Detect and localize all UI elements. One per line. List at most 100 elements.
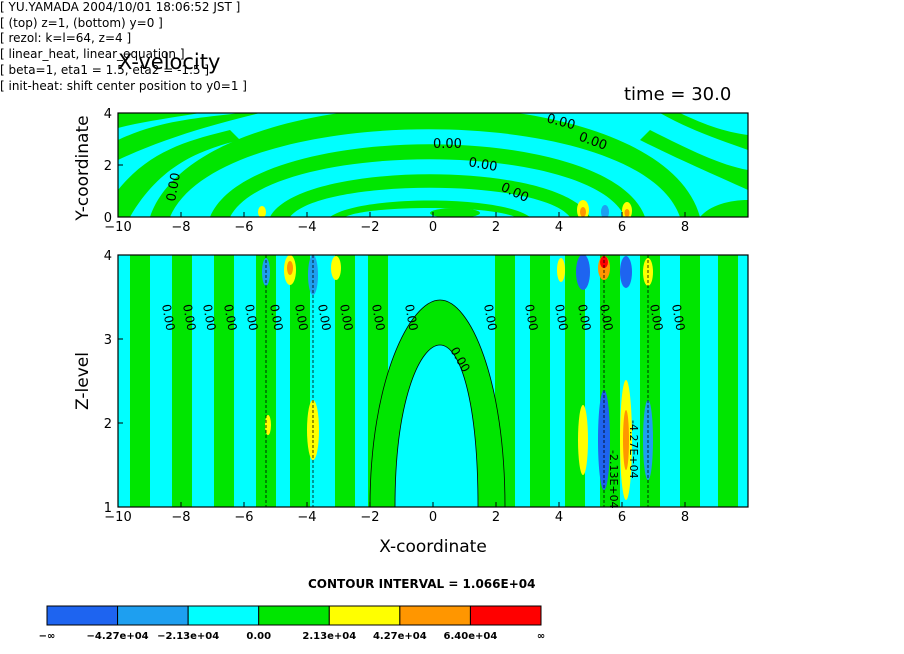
x-tick-label: 2 — [492, 510, 500, 525]
x-tick-label: −2 — [360, 510, 379, 525]
top-contour-label: 0.00 — [467, 155, 498, 175]
colorbar-swatch — [117, 605, 189, 626]
x-tick-label: −4 — [297, 220, 316, 235]
bottom-arch — [370, 300, 505, 507]
top-arch-band — [270, 174, 590, 217]
bottom-extra-label: -2.13E+04 — [607, 450, 620, 509]
colorbar-label: −4.27e+04 — [87, 631, 149, 642]
bottom-contour-label: 0.00 — [522, 303, 540, 332]
colorbar-swatch — [187, 605, 260, 626]
bottom-contour-line — [394, 344, 479, 507]
bottom-hotspot — [557, 258, 565, 282]
bottom-band — [335, 255, 355, 507]
top-arch-band — [150, 113, 700, 217]
time-label: time = 30.0 — [624, 84, 732, 105]
bottom-hotspot — [331, 256, 341, 280]
colorbar-swatch — [469, 605, 542, 626]
top-hotspot — [258, 206, 266, 217]
bottom-contour-label: 0.00 — [159, 303, 177, 332]
bottom-y-axis-label: Z-level — [73, 352, 93, 410]
bottom-contour-label: 0.00 — [552, 303, 570, 332]
top-contour-label: 0.00 — [164, 172, 184, 203]
x-tick-label: −10 — [104, 510, 131, 525]
bottom-contour-label: 0.00 — [242, 303, 260, 332]
bottom-contour-label: 0.00 — [481, 303, 499, 332]
bottom-band — [680, 255, 700, 507]
y-tick-label: 3 — [104, 333, 112, 348]
top-side-band — [118, 113, 200, 128]
bottom-hotspot — [578, 405, 588, 475]
bottom-contour-label: 0.00 — [337, 303, 355, 332]
bottom-contour-fill — [130, 255, 738, 507]
bottom-contour-label: 0.00 — [180, 303, 198, 332]
top-side-band — [640, 130, 748, 190]
bottom-y-ticks: 1 2 3 4 — [104, 249, 123, 516]
x-tick-label: −8 — [171, 510, 190, 525]
bottom-hotspot — [623, 410, 629, 470]
top-contour-label: 0.00 — [545, 111, 577, 133]
bottom-central-core — [395, 345, 478, 507]
x-tick-label: 8 — [681, 510, 689, 525]
colorbar-swatch — [258, 605, 330, 626]
colorbar-label: −2.13e+04 — [157, 631, 219, 642]
chart-title: X-velocity — [118, 50, 221, 74]
bottom-x-ticks: −10 −8 −6 −4 −2 0 2 4 6 8 — [104, 502, 689, 525]
colorbar-label: ∞ — [537, 631, 545, 642]
x-tick-label: 2 — [492, 220, 500, 235]
bottom-band — [172, 255, 192, 507]
x-tick-label: 6 — [618, 510, 626, 525]
metadata-line: [ linear_heat, linear_equation ] — [0, 47, 185, 62]
colorbar-swatch — [399, 605, 471, 626]
x-tick-label: 0 — [429, 220, 437, 235]
bottom-band — [290, 255, 310, 507]
bottom-contour-labels: 0.00 0.00 0.00 0.00 0.00 0.00 0.00 0.00 0.00 0.00… — [159, 303, 687, 375]
bottom-band — [130, 255, 150, 507]
top-panel: −10 −8 −6 −4 −2 0 2 4 6 8 0 2 4 0.00 0.00 0.00 0.00… — [73, 107, 749, 235]
bottom-hotspot — [620, 256, 632, 288]
x-tick-label: 0 — [429, 510, 437, 525]
top-hotspot — [624, 209, 630, 217]
colorbar-label: 4.27e+04 — [373, 631, 427, 642]
top-x-ticks: −10 −8 −6 −4 −2 0 2 4 6 8 — [104, 212, 689, 235]
y-tick-label: 4 — [104, 249, 112, 264]
top-y-axis-label: Y-coordinate — [73, 115, 93, 221]
top-y-ticks: 0 2 4 — [104, 107, 123, 226]
bottom-contour-label: 0.00 — [267, 303, 285, 332]
top-side-band — [118, 130, 240, 217]
top-side-band — [660, 113, 748, 150]
colorbar-label: −∞ — [39, 631, 56, 642]
colorbar-label: 2.13e+04 — [302, 631, 356, 642]
y-tick-label: 2 — [104, 159, 112, 174]
bottom-contour-label: 0.00 — [200, 303, 218, 332]
bottom-hotspot — [287, 261, 293, 275]
top-arch-band — [330, 200, 530, 217]
bottom-hotspot — [265, 415, 271, 435]
bottom-contour-label: 0.00 — [647, 303, 665, 332]
x-tick-label: 6 — [618, 220, 626, 235]
metadata-line: [ beta=1, eta1 = 1.5, eta2 = -1.5 ] — [0, 62, 210, 77]
bottom-hotspot — [576, 255, 590, 290]
top-hotspot — [430, 208, 480, 217]
bottom-vertical-bands — [130, 255, 738, 507]
bottom-contour-lines — [265, 255, 649, 507]
metadata-line: [ rezol: k=l=64, z=4 ] — [0, 31, 132, 46]
x-tick-label: −4 — [297, 510, 316, 525]
bottom-contour-line — [369, 299, 506, 507]
y-tick-label: 4 — [104, 107, 112, 122]
bottom-band — [718, 255, 738, 507]
colorbar-label: 0.00 — [246, 631, 271, 642]
bottom-contour-label: 0.00 — [402, 303, 420, 332]
top-side-band — [700, 200, 748, 217]
bottom-contour-label: 0.00 — [315, 303, 333, 332]
bottom-contour-label: 0.00 — [221, 303, 239, 332]
metadata-block: [ YU.YAMADA 2004/10/01 18:06:52 JST ] [ … — [0, 0, 904, 94]
bottom-extra-label: -4.27E+04 — [627, 420, 640, 479]
colorbar-swatch — [46, 605, 119, 626]
x-tick-label: −2 — [360, 220, 379, 235]
top-contour-fill — [118, 113, 748, 217]
top-arch-band — [210, 144, 645, 217]
x-tick-label: 4 — [555, 220, 563, 235]
metadata-line: [ init-heat: shift center position to y0… — [0, 78, 247, 93]
